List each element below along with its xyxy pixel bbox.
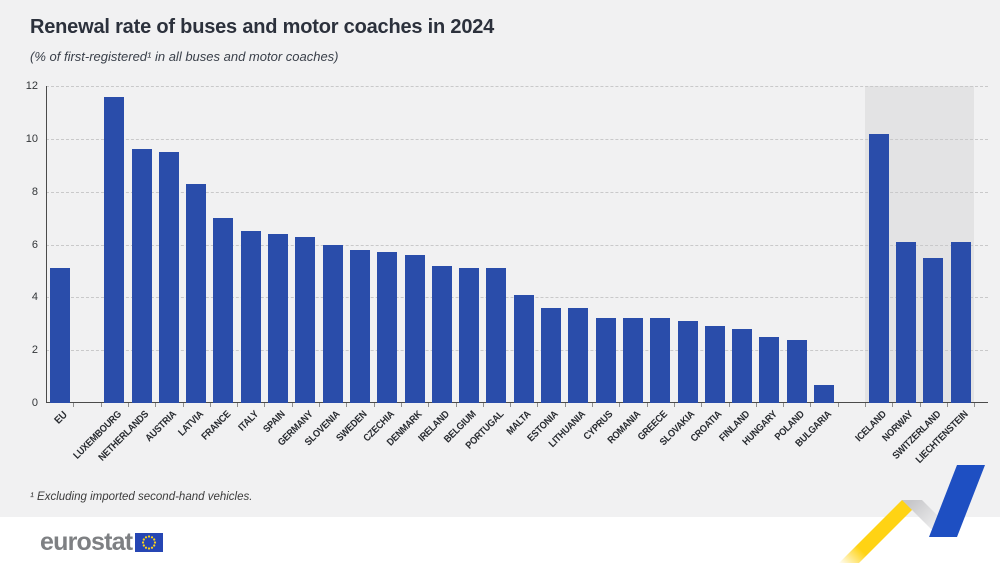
y-tick-label-0: 0 bbox=[31, 397, 38, 409]
bar-iceland bbox=[868, 133, 889, 403]
gridline-12 bbox=[46, 86, 988, 87]
x-tick bbox=[400, 403, 402, 407]
y-tick-label-8: 8 bbox=[31, 185, 38, 198]
bar-austria bbox=[158, 152, 179, 403]
x-tick bbox=[619, 403, 621, 407]
plot-area: 0 2 4 6 8 10 12 EU LUXEMBOURG NETHERLANDS AUSTRIA L… bbox=[26, 80, 988, 466]
x-tick bbox=[837, 403, 839, 407]
x-tick bbox=[755, 403, 757, 407]
ribbon-blue-stripe bbox=[929, 465, 985, 537]
bar-czechia bbox=[377, 252, 398, 403]
x-tick bbox=[701, 403, 703, 407]
bar-ireland bbox=[431, 265, 452, 403]
bar-switzerland bbox=[923, 257, 944, 403]
y-tick-label-12: 12 bbox=[25, 80, 38, 92]
eurostat-logo: eurostat bbox=[40, 527, 164, 556]
x-tick bbox=[510, 403, 512, 407]
bar-eu bbox=[49, 268, 70, 403]
bar-estonia bbox=[541, 307, 562, 403]
chart-title: Renewal rate of buses and motor coaches … bbox=[30, 16, 495, 38]
x-label-eu: EU bbox=[52, 409, 71, 427]
x-tick bbox=[291, 403, 293, 407]
eurostat-logo-text: eurostat bbox=[40, 527, 133, 556]
bar-bulgaria bbox=[814, 384, 835, 403]
x-tick bbox=[373, 403, 375, 407]
bar-romania bbox=[622, 318, 643, 403]
gridline-10 bbox=[46, 138, 988, 140]
x-tick bbox=[892, 403, 894, 407]
bar-france bbox=[213, 218, 234, 403]
x-tick bbox=[673, 403, 675, 407]
bar-norway bbox=[895, 241, 916, 403]
x-tick bbox=[919, 403, 921, 407]
bar-hungary bbox=[759, 336, 780, 403]
chart-subtitle: (% of first-registered¹ in all buses and… bbox=[30, 49, 339, 64]
x-label-france: FRANCE bbox=[199, 409, 234, 443]
footnote: ¹ Excluding imported second-hand vehicle… bbox=[30, 491, 253, 503]
bar-luxembourg bbox=[104, 96, 125, 403]
x-tick bbox=[346, 403, 348, 407]
x-tick bbox=[592, 403, 593, 407]
x-tick bbox=[728, 403, 730, 407]
bar-slovakia bbox=[677, 321, 698, 403]
y-tick-label-6: 6 bbox=[31, 238, 38, 251]
x-tick bbox=[482, 403, 484, 407]
x-tick bbox=[974, 403, 976, 407]
bar-greece bbox=[650, 318, 671, 403]
bar-poland bbox=[786, 339, 807, 403]
x-tick bbox=[319, 403, 320, 407]
x-tick bbox=[946, 403, 948, 407]
x-tick bbox=[428, 403, 430, 407]
decorative-ribbon bbox=[839, 465, 985, 563]
x-tick bbox=[237, 403, 239, 407]
bar-denmark bbox=[404, 255, 425, 403]
bar-sweden bbox=[349, 249, 370, 403]
bar-finland bbox=[732, 329, 753, 403]
x-tick bbox=[537, 403, 539, 407]
x-tick bbox=[182, 403, 184, 407]
bar-lithuania bbox=[568, 307, 589, 403]
footer-band bbox=[0, 517, 1000, 563]
bar-croatia bbox=[704, 326, 725, 403]
ribbon-yellow-stripe bbox=[839, 500, 922, 563]
x-tick bbox=[264, 403, 266, 407]
bar-cyprus bbox=[595, 318, 616, 403]
x-tick bbox=[73, 403, 75, 407]
x-tick bbox=[455, 403, 457, 407]
y-tick-label-10: 10 bbox=[25, 132, 38, 145]
y-axis-line bbox=[46, 86, 47, 403]
gridline-8 bbox=[46, 191, 988, 193]
x-tick bbox=[155, 403, 157, 407]
bar-portugal bbox=[486, 268, 507, 403]
gridline-6 bbox=[46, 244, 988, 246]
bar-belgium bbox=[459, 268, 480, 403]
x-tick bbox=[865, 403, 866, 407]
x-tick bbox=[127, 403, 129, 407]
x-tick bbox=[564, 403, 566, 407]
bar-liechtenstein bbox=[950, 241, 971, 403]
bar-slovenia bbox=[322, 244, 343, 403]
bar-italy bbox=[240, 231, 261, 403]
x-tick bbox=[810, 403, 812, 407]
bar-spain bbox=[268, 233, 289, 403]
bar-netherlands bbox=[131, 149, 152, 403]
x-label-italy: ITALY bbox=[236, 409, 261, 434]
bar-latvia bbox=[186, 183, 207, 403]
x-tick bbox=[646, 403, 648, 407]
x-tick bbox=[100, 403, 102, 407]
bar-germany bbox=[295, 236, 316, 403]
x-tick bbox=[209, 403, 211, 407]
y-tick-label-4: 4 bbox=[31, 291, 38, 304]
x-tick bbox=[783, 403, 785, 407]
y-tick-label-2: 2 bbox=[31, 344, 38, 357]
bar-malta bbox=[513, 294, 534, 403]
eu-flag-icon bbox=[135, 532, 164, 552]
